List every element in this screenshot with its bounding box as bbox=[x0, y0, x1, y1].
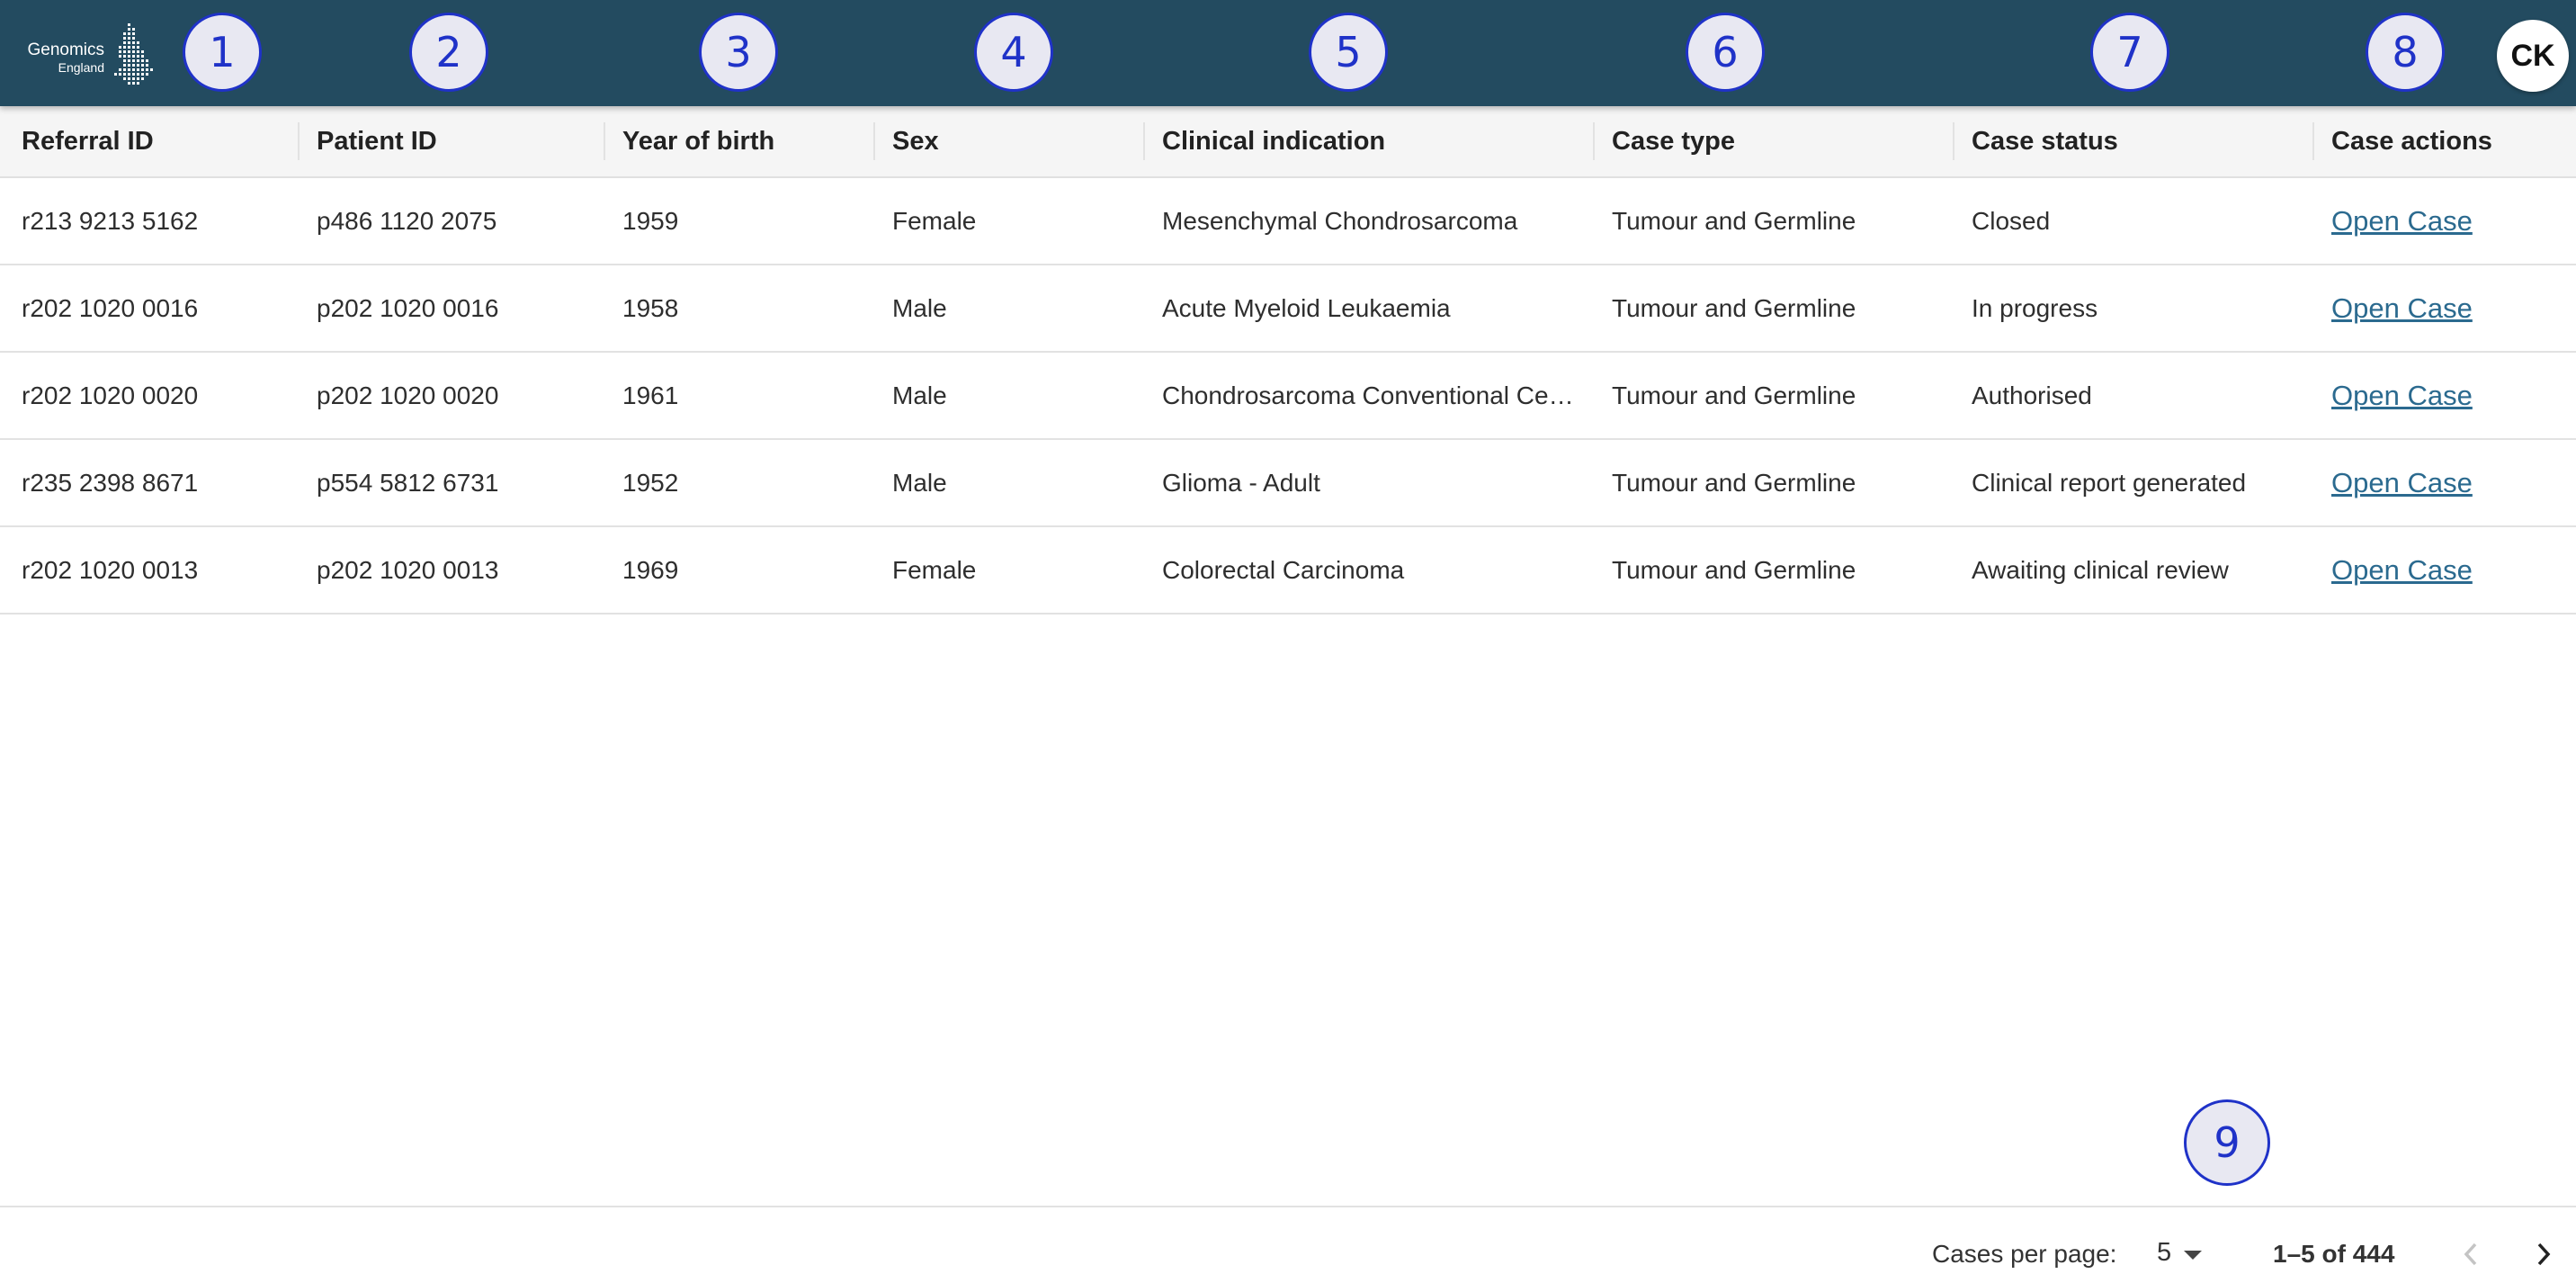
logo-line2: England bbox=[58, 60, 104, 75]
marker-7: 7 bbox=[2090, 13, 2169, 92]
cell-case-type: Tumour and Germline bbox=[1612, 206, 1856, 235]
cell-patient-id: p202 1020 0016 bbox=[317, 293, 499, 322]
marker-8: 8 bbox=[2366, 13, 2445, 92]
marker-9: 9 bbox=[2184, 1099, 2270, 1186]
cell-case-type: Tumour and Germline bbox=[1612, 555, 1856, 584]
cell-patient-id: p202 1020 0020 bbox=[317, 381, 499, 409]
cell-case-status: Closed bbox=[1972, 206, 2051, 235]
chevron-right-icon bbox=[2537, 1243, 2551, 1266]
cell-clinical-indication: Glioma - Adult bbox=[1162, 469, 1320, 497]
cell-case-status: Clinical report generated bbox=[1972, 468, 2247, 497]
cell-case-type: Tumour and Germline bbox=[1612, 468, 1856, 497]
rows-per-page-select[interactable]: 5 bbox=[2157, 1238, 2203, 1268]
cell-referral-id: r235 2398 8671 bbox=[22, 468, 199, 497]
rows-per-page-value: 5 bbox=[2157, 1238, 2172, 1267]
marker-2: 2 bbox=[409, 13, 488, 92]
cell-year-of-birth: 1969 bbox=[622, 555, 679, 584]
column-header-case-status[interactable]: Case status bbox=[1972, 126, 2118, 156]
column-divider[interactable] bbox=[1143, 122, 1145, 160]
column-header-clinical-indication[interactable]: Clinical indication bbox=[1162, 126, 1386, 156]
caret-down-icon bbox=[2184, 1250, 2203, 1260]
next-page-button[interactable] bbox=[2526, 1234, 2562, 1274]
cell-year-of-birth: 1961 bbox=[622, 381, 679, 409]
cell-case-type: Tumour and Germline bbox=[1612, 293, 1856, 322]
marker-1: 1 bbox=[183, 13, 262, 92]
open-case-link[interactable]: Open Case bbox=[2331, 204, 2473, 237]
cell-clinical-indication: Mesenchymal Chondrosarcoma bbox=[1162, 207, 1518, 235]
pagination-range: 1–5 of 444 bbox=[2273, 1240, 2395, 1268]
open-case-link[interactable]: Open Case bbox=[2331, 466, 2473, 498]
cell-clinical-indication: Acute Myeloid Leukaemia bbox=[1162, 294, 1451, 322]
column-divider[interactable] bbox=[604, 122, 605, 160]
cell-year-of-birth: 1952 bbox=[622, 468, 679, 497]
cell-clinical-indication: Colorectal Carcinoma bbox=[1162, 556, 1405, 584]
column-header-case-actions: Case actions bbox=[2331, 126, 2492, 156]
table-header-row: Referral ID Patient ID Year of birth Sex… bbox=[0, 106, 2576, 178]
cases-table: Referral ID Patient ID Year of birth Sex… bbox=[0, 106, 2576, 615]
app-header: Genomics England 1 2 3 4 5 6 bbox=[0, 0, 2576, 106]
cell-referral-id: r202 1020 0016 bbox=[22, 293, 199, 322]
table-row[interactable]: r202 1020 0016 p202 1020 0016 1958 Male … bbox=[0, 265, 2576, 353]
cell-sex: Female bbox=[892, 555, 977, 584]
cell-sex: Male bbox=[892, 293, 947, 322]
cell-sex: Female bbox=[892, 206, 977, 235]
previous-page-button[interactable] bbox=[2453, 1234, 2489, 1274]
column-header-year-of-birth[interactable]: Year of birth bbox=[622, 126, 775, 156]
table-row[interactable]: r202 1020 0013 p202 1020 0013 1969 Femal… bbox=[0, 527, 2576, 615]
open-case-link[interactable]: Open Case bbox=[2331, 379, 2473, 411]
open-case-link[interactable]: Open Case bbox=[2331, 553, 2473, 586]
table-row[interactable]: r202 1020 0020 p202 1020 0020 1961 Male … bbox=[0, 353, 2576, 440]
column-divider[interactable] bbox=[1593, 122, 1595, 160]
cell-case-status: In progress bbox=[1972, 293, 2098, 322]
column-divider[interactable] bbox=[873, 122, 875, 160]
open-case-link[interactable]: Open Case bbox=[2331, 292, 2473, 324]
cell-year-of-birth: 1958 bbox=[622, 293, 679, 322]
cell-referral-id: r213 9213 5162 bbox=[22, 206, 199, 235]
chevron-left-icon bbox=[2464, 1243, 2477, 1266]
cell-patient-id: p486 1120 2075 bbox=[317, 206, 497, 235]
column-header-patient-id[interactable]: Patient ID bbox=[317, 126, 437, 156]
marker-5: 5 bbox=[1309, 13, 1388, 92]
cell-sex: Male bbox=[892, 468, 947, 497]
marker-3: 3 bbox=[699, 13, 778, 92]
genomics-england-logo[interactable]: Genomics England bbox=[22, 23, 157, 88]
cell-referral-id: r202 1020 0013 bbox=[22, 555, 199, 584]
column-divider[interactable] bbox=[298, 122, 300, 160]
cell-patient-id: p554 5812 6731 bbox=[317, 468, 499, 497]
cell-patient-id: p202 1020 0013 bbox=[317, 555, 499, 584]
user-avatar[interactable]: CK bbox=[2497, 20, 2569, 92]
column-header-referral-id[interactable]: Referral ID bbox=[22, 126, 154, 156]
cell-clinical-indication: Chondrosarcoma Conventional Ce… bbox=[1162, 381, 1574, 409]
logo-bars-icon bbox=[114, 23, 153, 85]
cell-sex: Male bbox=[892, 381, 947, 409]
column-divider[interactable] bbox=[2312, 122, 2314, 160]
cell-year-of-birth: 1959 bbox=[622, 206, 679, 235]
rows-per-page-label: Cases per page: bbox=[1932, 1240, 2117, 1268]
cell-case-status: Awaiting clinical review bbox=[1972, 555, 2229, 584]
column-header-sex[interactable]: Sex bbox=[892, 126, 939, 156]
column-header-case-type[interactable]: Case type bbox=[1612, 126, 1736, 156]
cell-case-status: Authorised bbox=[1972, 381, 2092, 409]
marker-6: 6 bbox=[1686, 13, 1765, 92]
pagination-footer: Cases per page: 5 1–5 of 444 bbox=[0, 1206, 2576, 1283]
logo-line1: Genomics bbox=[27, 40, 104, 59]
table-row[interactable]: r213 9213 5162 p486 1120 2075 1959 Femal… bbox=[0, 178, 2576, 265]
cell-case-type: Tumour and Germline bbox=[1612, 381, 1856, 409]
marker-4: 4 bbox=[974, 13, 1053, 92]
cell-referral-id: r202 1020 0020 bbox=[22, 381, 199, 409]
column-divider[interactable] bbox=[1953, 122, 1954, 160]
table-row[interactable]: r235 2398 8671 p554 5812 6731 1952 Male … bbox=[0, 440, 2576, 527]
